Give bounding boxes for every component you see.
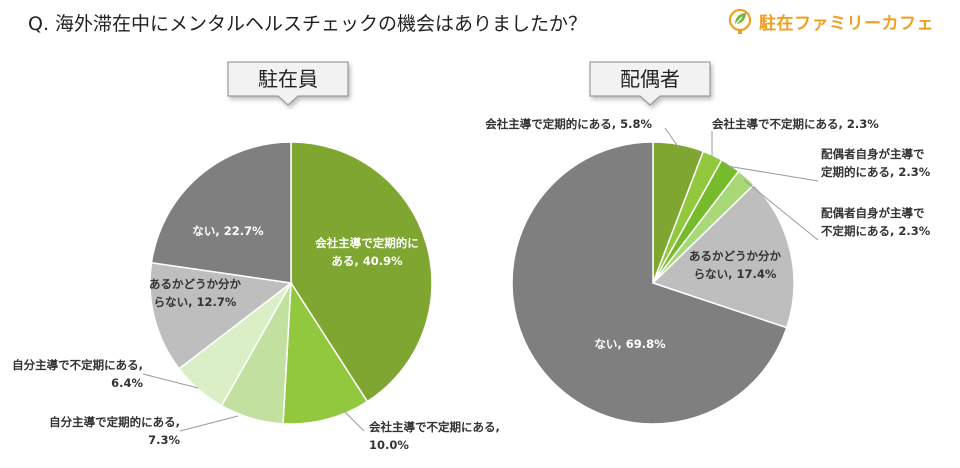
pie-slice	[651, 183, 795, 329]
label-leader-line	[726, 165, 819, 182]
data-label: 会社主導で定期的にある, 40.9%	[314, 236, 419, 268]
label-leader-line	[179, 415, 239, 432]
data-label: 自分主導で定期的にある, 7.3%	[49, 415, 180, 447]
label-leader-line	[344, 411, 365, 432]
survey-question: Q. 海外滞在中にメンタルヘルスチェックの機会はありましたか？	[28, 13, 588, 35]
data-label: 会社主導で定期的にある, 5.8%	[484, 117, 652, 131]
data-label: 配偶者自身が主導で定期的にある, 2.3%	[821, 147, 931, 179]
data-label: ない, 69.8%	[594, 337, 666, 351]
data-label: ない, 22.7%	[192, 224, 264, 238]
pie-slice	[150, 141, 292, 284]
data-label: あるかどうか分からない, 12.7%	[149, 277, 241, 309]
data-label: 自分主導で不定期にある, 6.4%	[12, 358, 143, 390]
pie-slice	[282, 280, 369, 425]
chart-title-box	[227, 61, 349, 106]
label-leader-line	[743, 179, 819, 241]
data-label: 会社主導で不定期にある, 2.3%	[711, 117, 879, 131]
label-leader-line	[142, 373, 199, 389]
brand-logo[interactable]: 駐在ファミリーカフェ	[727, 4, 934, 38]
chart-title: 駐在員	[258, 67, 318, 91]
label-leader-line	[664, 127, 680, 149]
chart-title: 配偶者	[620, 67, 680, 91]
data-label: あるかどうか分からない, 17.4%	[689, 249, 781, 281]
pie-slice	[511, 141, 788, 425]
pie-slice	[149, 261, 293, 370]
data-label: 会社主導で不定期にある, 10.0%	[368, 420, 500, 452]
brand-logo-text: 駐在ファミリーカフェ	[759, 13, 934, 34]
globe-leaf-logo-icon	[728, 8, 752, 34]
chart-title-box	[589, 61, 711, 106]
data-label: 配偶者自身が主導で不定期にある, 2.3%	[821, 206, 931, 238]
